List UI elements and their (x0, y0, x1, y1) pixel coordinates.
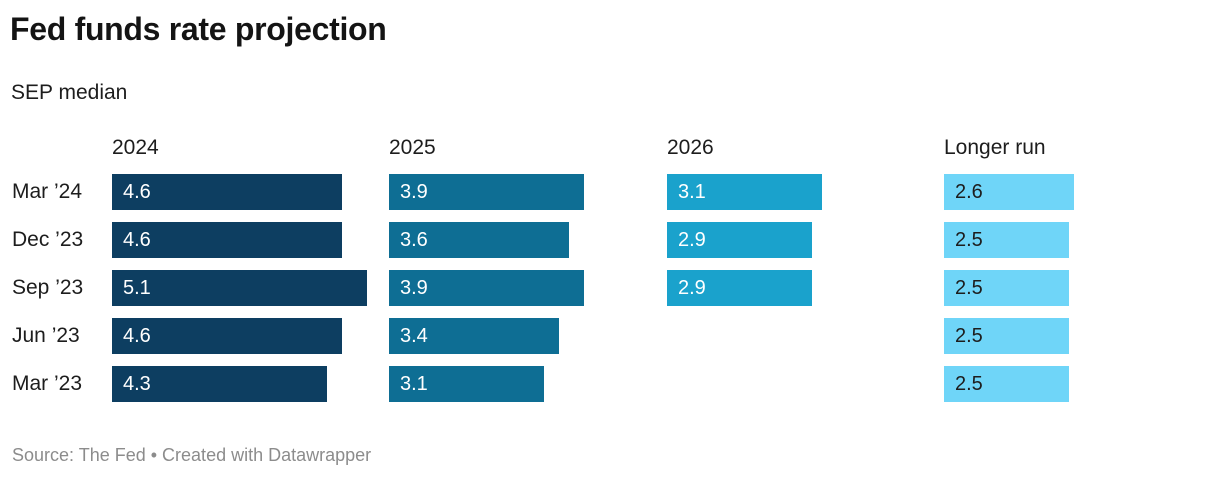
bar-longer_run: 2.5 (944, 270, 1069, 306)
bar-value-label: 2.5 (955, 373, 983, 395)
row-label: Jun ’23 (12, 324, 80, 347)
bar-y2025: 3.6 (389, 222, 569, 258)
bar-value-label: 3.4 (400, 325, 428, 347)
bar-y2024: 4.6 (112, 174, 342, 210)
bar-value-label: 2.9 (678, 277, 706, 299)
row-label: Mar ’23 (12, 372, 83, 395)
bar-value-label: 3.1 (678, 181, 706, 203)
column-header-y2025: 2025 (389, 136, 436, 159)
column-header-y2026: 2026 (667, 136, 714, 159)
bar-y2024: 4.6 (112, 222, 342, 258)
source-footer: Source: The Fed • Created with Datawrapp… (12, 445, 372, 465)
bar-y2025: 3.9 (389, 270, 584, 306)
bar-y2024: 5.1 (112, 270, 367, 306)
bar-value-label: 2.5 (955, 229, 983, 251)
bar-y2024: 4.6 (112, 318, 342, 354)
bar-longer_run: 2.6 (944, 174, 1074, 210)
bar-value-label: 4.3 (123, 373, 151, 395)
bar-longer_run: 2.5 (944, 318, 1069, 354)
bar-longer_run: 2.5 (944, 366, 1069, 402)
chart-subtitle: SEP median (11, 81, 128, 104)
row-label: Sep ’23 (12, 276, 84, 299)
row-label: Mar ’24 (12, 180, 83, 203)
bar-value-label: 3.6 (400, 229, 428, 251)
bar-y2025: 3.9 (389, 174, 584, 210)
chart-title: Fed funds rate projection (10, 11, 387, 47)
bar-y2024: 4.3 (112, 366, 327, 402)
bar-y2025: 3.4 (389, 318, 559, 354)
bar-value-label: 5.1 (123, 277, 151, 299)
bar-y2025: 3.1 (389, 366, 544, 402)
bar-value-label: 4.6 (123, 325, 151, 347)
bar-value-label: 2.5 (955, 277, 983, 299)
bar-longer_run: 2.5 (944, 222, 1069, 258)
bar-y2026: 2.9 (667, 270, 812, 306)
bar-value-label: 3.9 (400, 277, 428, 299)
bar-value-label: 4.6 (123, 181, 151, 203)
bar-value-label: 3.1 (400, 373, 428, 395)
bar-value-label: 2.9 (678, 229, 706, 251)
bar-y2026: 2.9 (667, 222, 812, 258)
bar-value-label: 4.6 (123, 229, 151, 251)
row-label: Dec ’23 (12, 228, 84, 251)
bar-value-label: 2.5 (955, 325, 983, 347)
bar-y2026: 3.1 (667, 174, 822, 210)
bar-value-label: 3.9 (400, 181, 428, 203)
bar-value-label: 2.6 (955, 181, 983, 203)
column-header-y2024: 2024 (112, 136, 159, 159)
column-header-longer_run: Longer run (944, 136, 1046, 159)
